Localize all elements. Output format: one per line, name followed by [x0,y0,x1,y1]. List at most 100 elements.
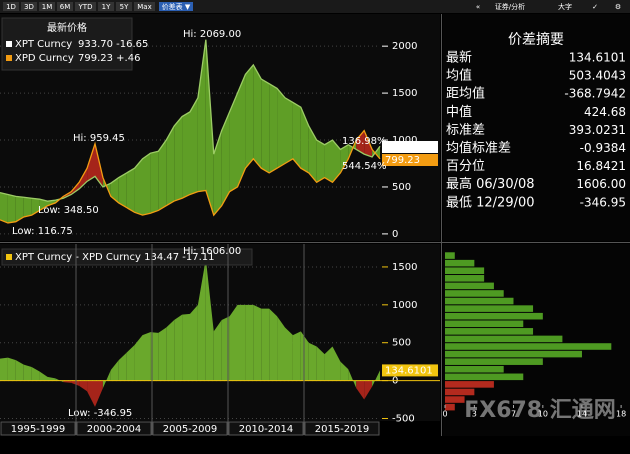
y-tick-label: 2000 [392,41,417,52]
summary-value: -346.95 [580,195,626,209]
spread-fill [39,199,48,211]
annotation: Hi: 959.45 [73,133,125,144]
area-segment [308,342,317,381]
area-segment [229,304,238,381]
hist-bar [445,396,465,403]
x-label-box [0,421,76,436]
annotation: 544.54% [342,161,387,172]
area-segment [7,357,16,381]
hist-bar [445,358,543,365]
summary-label: 最新 [446,50,472,66]
watermark: FX678 汇通网 [464,398,616,423]
price-flag [382,154,438,166]
summary-value: 134.6101 [569,51,626,65]
summary-value: 1606.00 [576,177,626,191]
period-button[interactable] [116,2,132,11]
area-segment [237,304,246,381]
area-segment [110,360,119,381]
x-tick-label: 2015-2019 [315,424,370,435]
period-label[interactable]: 6M [60,3,71,11]
spread-fill [253,64,262,169]
mode-button[interactable] [159,2,193,11]
area-segment [292,331,301,381]
legend-label: XPT Curncy - XPD Curncy 134.47 -17.11 [15,252,215,263]
summary-label: 最高 06/30/08 [446,176,535,192]
area-segment [142,332,151,381]
area-segment [23,364,32,381]
hist-bar [445,305,534,312]
area-segment [372,370,380,387]
spread-fill [292,102,301,169]
spread-fill [221,111,230,206]
period-label[interactable]: 1Y [102,3,111,11]
hist-bar [445,365,504,373]
spread-fill [285,97,293,164]
spread-fill [87,143,95,182]
hist-bar [445,328,534,335]
spread-fill [364,130,373,157]
spread-fill [332,140,341,183]
period-label[interactable]: 1D [6,3,16,11]
area-segment [166,319,175,381]
period-label[interactable]: 3D [24,3,34,11]
period-button[interactable] [57,2,73,11]
x-tick-label: 18 [616,410,626,419]
price-flag-label: 933.70 [385,142,420,153]
area-segment [277,316,285,381]
area-segment [95,380,103,407]
area-segment [63,380,72,383]
series-line [0,39,381,202]
spread-fill [150,151,159,214]
period-label[interactable]: 5Y [120,3,129,11]
toolbar-button[interactable]: ✓ [592,3,598,11]
spread-fill [300,107,309,173]
spread-fill [118,172,127,208]
period-button[interactable] [3,2,19,11]
mode-label[interactable]: 价差表 ▼ [162,2,191,11]
area-segment [316,346,325,381]
hist-bar [445,403,455,411]
period-button[interactable] [134,2,155,11]
area-segment [31,366,40,381]
spread-fill [316,140,325,183]
toolbar-button[interactable]: 大字 [558,2,572,11]
area-segment [71,380,80,386]
y-tick-label: 1500 [392,262,417,273]
toolbar-button[interactable]: « [476,3,480,11]
spread-fill [174,116,183,202]
area-segment [47,376,56,381]
hist-bar [445,320,524,328]
area-segment [340,361,349,381]
spread-fill [110,177,119,203]
legend-label: XPD Curncy [15,53,74,64]
period-button[interactable] [75,2,96,11]
period-label[interactable]: YTD [78,3,93,11]
hist-bar [445,252,455,259]
period-label[interactable]: 1M [42,3,53,11]
x-tick-label: 3 [472,410,477,419]
toolbar-button[interactable]: ⚙ [615,3,621,11]
period-button[interactable] [21,2,37,11]
x-tick-label: 7 [511,410,516,419]
area-segment [324,346,333,381]
spread-fill [166,125,175,206]
area-segment [158,327,167,381]
period-button[interactable] [39,2,55,11]
spread-fill [197,39,206,192]
end-flag-label: 134.6101 [385,365,433,376]
annotation: Low: 348.50 [38,205,99,216]
spread-fill [142,153,151,216]
period-label[interactable]: Max [137,3,151,11]
period-button[interactable] [98,2,114,11]
annotation: Low: -346.95 [68,408,132,419]
area-segment [261,308,270,381]
toolbar-button[interactable]: 证券/分析 [495,2,525,11]
legend-swatch [6,254,12,260]
hist-bar [445,350,582,358]
area-segment [356,380,365,400]
hist-bar [445,381,494,388]
spread-fill [245,64,254,169]
legend [1,248,253,266]
price-flag-label: 799.23 [385,155,420,166]
hist-bar [445,297,514,305]
